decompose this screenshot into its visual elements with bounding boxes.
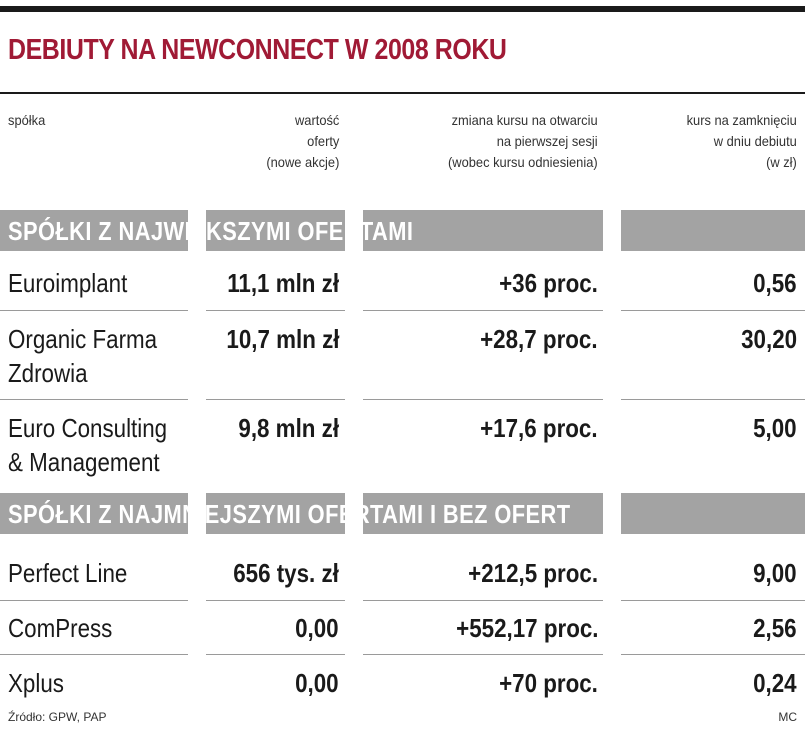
cell-company: Organic Farma Zdrowia [8,324,158,388]
author-initials: MC [778,710,797,724]
row-separator [0,310,805,311]
cell-offer-value: 11,1 mln zł [227,268,339,298]
row-separator [0,600,805,601]
chart-title: DEBIUTY NA NEWCONNECT W 2008 ROKU [8,34,507,66]
cell-offer-value: 9,8 mln zł [238,413,339,443]
cell-offer-value: 10,7 mln zł [225,324,339,354]
cell-company: Euroimplant [8,268,128,298]
cell-company: Euro Consulting & Management [8,413,168,477]
cell-price-change: +36 proc. [499,268,598,298]
section-band-smallest-offers: SPÓŁKI Z NAJMNIEJSZYMI OFERTAMI I BEZ OF… [0,493,805,534]
cell-closing-price: 5,00 [753,413,797,443]
cell-closing-price: 9,00 [753,558,797,588]
cell-price-change: +552,17 proc. [455,613,598,643]
header-rule [0,92,805,94]
header-company: spółka [8,112,46,128]
column-gap-3 [603,100,621,712]
section-label: SPÓŁKI Z NAJMNIEJSZYMI OFERTAMI I BEZ OF… [8,499,571,529]
header-offer-value: wartość oferty (nowe akcje) [265,112,339,170]
cell-price-change: +28,7 proc. [480,324,598,354]
cell-closing-price: 0,24 [753,668,797,698]
cell-closing-price: 0,56 [753,268,797,298]
source-note: Źródło: GPW, PAP [8,710,107,724]
cell-company: Xplus [8,668,64,698]
top-rule [0,6,805,12]
cell-price-change: +70 proc. [499,668,598,698]
row-separator [0,399,805,400]
column-gap-2 [345,100,363,712]
row-separator [0,654,805,655]
header-price-change: zmiana kursu na otwarciu na pierwszej se… [448,112,598,170]
cell-closing-price: 30,20 [741,324,797,354]
header-closing-price: kurs na zamknięciu w dniu debiutu (w zł) [686,112,797,170]
cell-price-change: +212,5 proc. [468,558,598,588]
cell-offer-value: 0,00 [295,613,339,643]
cell-company: ComPress [8,613,113,643]
cell-company: Perfect Line [8,558,128,588]
cell-price-change: +17,6 proc. [480,413,598,443]
cell-offer-value: 0,00 [295,668,339,698]
section-band-largest-offers: SPÓŁKI Z NAJWIĘKSZYMI OFERTAMI [0,210,805,251]
cell-offer-value: 656 tys. zł [233,558,339,588]
column-gap-1 [188,100,206,712]
cell-closing-price: 2,56 [753,613,797,643]
